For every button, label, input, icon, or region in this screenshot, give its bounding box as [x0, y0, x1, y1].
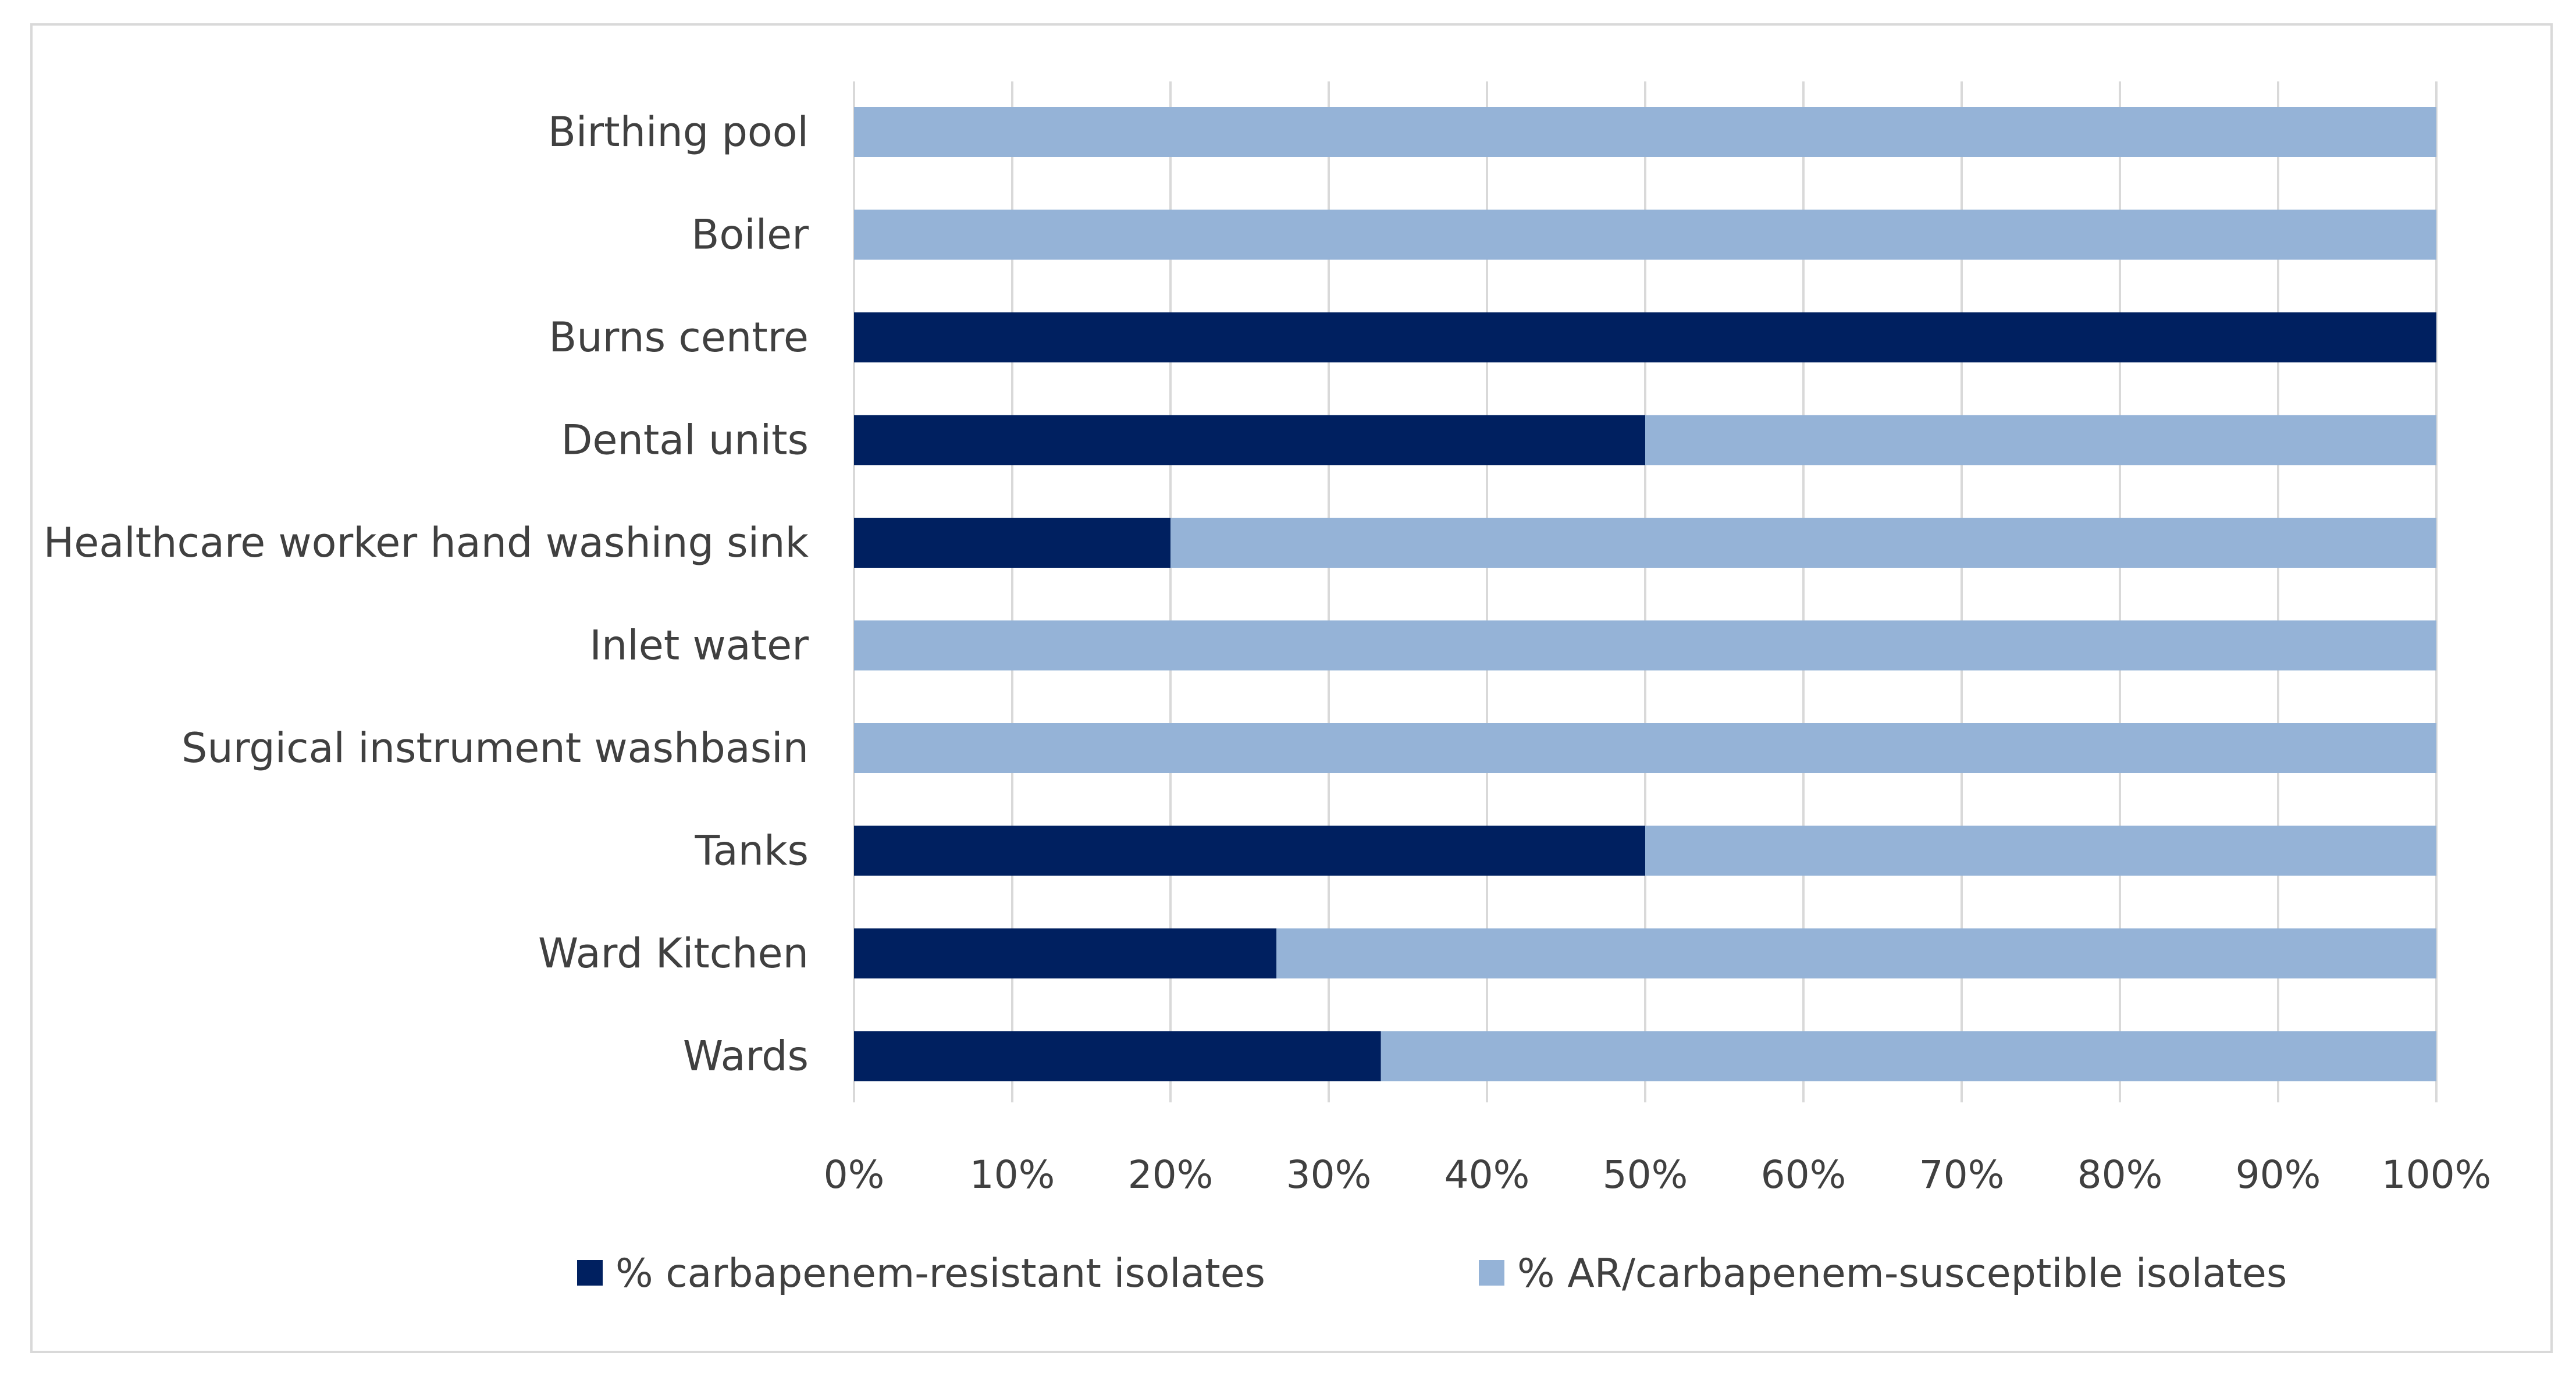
- x-tick-label: 0%: [824, 1152, 885, 1197]
- bar-resistant: [854, 928, 1277, 978]
- bar-susceptible: [1276, 928, 2436, 978]
- x-tick-label: 20%: [1128, 1152, 1214, 1197]
- legend-label: % AR/carbapenem-susceptible isolates: [1517, 1251, 2287, 1297]
- x-tick-label: 10%: [970, 1152, 1055, 1197]
- legend-swatch: [577, 1260, 603, 1286]
- legend: % carbapenem-resistant isolates % AR/carb…: [577, 1251, 2287, 1297]
- category-label: Burns centre: [549, 314, 809, 361]
- category-label: Dental units: [561, 417, 809, 464]
- category-label: Boiler: [691, 211, 809, 259]
- legend-label: % carbapenem-resistant isolates: [615, 1251, 1265, 1297]
- bar-resistant: [854, 415, 1645, 465]
- category-label: Ward Kitchen: [538, 930, 809, 977]
- bar-resistant: [854, 1031, 1381, 1081]
- bar-resistant: [854, 825, 1645, 876]
- x-tick-label: 70%: [1919, 1152, 2005, 1197]
- bar-susceptible: [854, 107, 2436, 157]
- bar-susceptible: [1380, 1031, 2436, 1081]
- bar-resistant: [854, 518, 1170, 568]
- category-label: Birthing pool: [548, 108, 809, 156]
- x-tick-label: 100%: [2382, 1152, 2492, 1197]
- bar-susceptible: [854, 209, 2436, 260]
- bar-susceptible: [1645, 825, 2436, 876]
- bar-resistant: [854, 312, 2436, 362]
- legend-swatch: [1479, 1260, 1504, 1286]
- category-label: Tanks: [695, 827, 809, 875]
- category-label: Inlet water: [589, 622, 809, 670]
- bar-susceptible: [1170, 518, 2436, 568]
- category-label: Surgical instrument washbasin: [182, 724, 809, 772]
- x-tick-labels: 0% 10% 20% 30% 40% 50% 60% 70% 80% 90% 100%: [824, 1152, 2492, 1197]
- x-tick-label: 80%: [2077, 1152, 2163, 1197]
- bar-susceptible: [854, 723, 2436, 773]
- bars: [854, 107, 2436, 1081]
- category-label: Wards: [683, 1033, 809, 1080]
- x-tick-label: 40%: [1444, 1152, 1530, 1197]
- x-tick-label: 90%: [2236, 1152, 2321, 1197]
- category-label: Healthcare worker hand washing sink: [44, 519, 809, 567]
- x-tick-label: 30%: [1286, 1152, 1372, 1197]
- category-labels: Birthing pool Boiler Burns centre Dental un…: [44, 108, 809, 1080]
- x-tick-label: 50%: [1603, 1152, 1688, 1197]
- bar-susceptible: [1645, 415, 2436, 465]
- x-tick-label: 60%: [1761, 1152, 1846, 1197]
- bar-susceptible: [854, 620, 2436, 671]
